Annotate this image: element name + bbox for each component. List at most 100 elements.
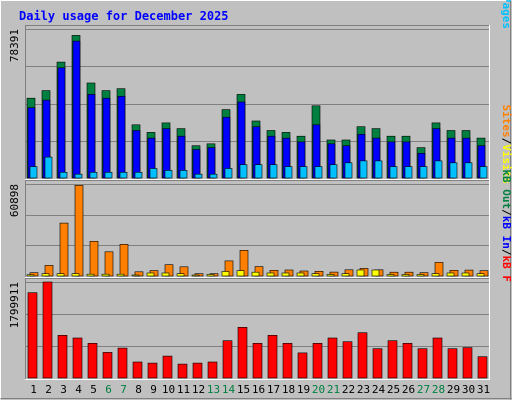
bar-visits-day-26 <box>401 274 410 277</box>
bar-files-day-3 <box>57 67 66 179</box>
bar-files-day-4 <box>72 40 81 179</box>
legend-entry: kB Out <box>500 169 512 209</box>
bar-kb-f-day-26 <box>402 342 413 379</box>
bar-visits-day-18 <box>281 272 290 277</box>
bar-kb-f-day-9 <box>147 362 158 379</box>
bar-visits-day-12 <box>191 274 200 277</box>
bar-visits-day-1 <box>26 274 35 277</box>
panel-pages-files-hits: 78391 Hits/Files/Pages <box>8 0 512 180</box>
bar-visits-day-15 <box>236 270 245 277</box>
x-tick-label: 20 <box>312 383 325 396</box>
x-tick-label: 10 <box>162 383 175 396</box>
y-max-label: 78391 <box>8 29 21 62</box>
bar-sites-day-7 <box>119 244 129 277</box>
bar-kb-f-day-2 <box>42 281 53 379</box>
x-tick-label: 22 <box>342 383 355 396</box>
bar-kb-f-day-13 <box>207 361 218 379</box>
legend-entry: / <box>500 138 512 145</box>
x-axis-labels: 1 2 3 4 5 6 7 8 9 10 11 12 13 14 15 16 17 18 19 20 21 22 23 24 2… <box>30 383 490 396</box>
panel-legend: kB Out/kB In/kB F <box>500 169 512 282</box>
bar-visits-day-19 <box>296 272 305 277</box>
bar-files-day-5 <box>87 94 96 179</box>
panel-kb: 1799911 kB Out/kB In/kB F <box>8 169 512 380</box>
x-tick-label: 1 <box>30 383 37 396</box>
x-tick-label: 14 <box>222 383 236 396</box>
x-tick-label: 25 <box>387 383 400 396</box>
bar-pages-day-12 <box>194 173 203 179</box>
bar-kb-f-day-19 <box>297 352 308 379</box>
panel-legend: Hits/Files/Pages <box>500 0 512 29</box>
bar-pages-day-20 <box>314 166 323 179</box>
x-tick-label: 28 <box>432 383 445 396</box>
bar-pages-day-28 <box>434 160 443 179</box>
bar-pages-day-9 <box>149 168 158 179</box>
x-tick-label: 4 <box>75 383 82 396</box>
bar-visits-day-30 <box>461 272 470 277</box>
bar-pages-day-6 <box>104 172 113 179</box>
bar-pages-day-7 <box>119 172 128 179</box>
bar-files-day-8 <box>132 130 141 179</box>
bar-kb-f-day-18 <box>282 342 293 379</box>
bar-pages-day-15 <box>239 164 248 179</box>
bar-sites-day-3 <box>59 222 69 277</box>
bar-kb-f-day-16 <box>252 342 263 379</box>
bar-pages-day-21 <box>329 164 338 179</box>
bar-visits-day-20 <box>311 273 320 277</box>
bar-kb-f-day-29 <box>447 348 458 379</box>
bar-kb-f-day-30 <box>462 347 473 379</box>
legend-entry: Pages <box>500 0 512 29</box>
bar-visits-day-17 <box>266 272 275 277</box>
bar-pages-day-14 <box>224 168 233 179</box>
y-max-label: 60898 <box>8 184 21 217</box>
bar-pages-day-24 <box>374 160 383 179</box>
bar-kb-f-day-7 <box>117 347 128 379</box>
bar-kb-f-day-3 <box>57 334 68 379</box>
x-tick-label: 17 <box>267 383 280 396</box>
panels-layer: 78391 Hits/Files/Pages 60898Sites/Visits17… <box>8 0 512 380</box>
bar-visits-day-21 <box>326 274 335 277</box>
bar-pages-day-5 <box>89 172 98 179</box>
x-tick-label: 6 <box>105 383 112 396</box>
bar-sites-day-4 <box>74 185 84 277</box>
y-max-label: 1799911 <box>8 282 21 328</box>
x-tick-label: 23 <box>357 383 370 396</box>
x-tick-label: 9 <box>150 383 157 396</box>
bar-pages-day-13 <box>209 173 218 179</box>
bar-files-day-13 <box>207 147 216 179</box>
bar-visits-day-13 <box>206 274 215 277</box>
bar-kb-f-day-17 <box>267 334 278 379</box>
bar-kb-f-day-1 <box>27 292 38 379</box>
bar-visits-day-3 <box>56 273 65 277</box>
bar-kb-f-day-24 <box>372 348 383 379</box>
bar-kb-f-day-25 <box>387 340 398 379</box>
bar-visits-day-31 <box>476 273 485 277</box>
bar-pages-day-16 <box>254 164 263 179</box>
bar-visits-day-14 <box>221 271 230 277</box>
x-tick-label: 8 <box>135 383 142 396</box>
bar-pages-day-3 <box>59 172 68 179</box>
x-tick-label: 30 <box>462 383 475 396</box>
legend-entry: kB F <box>500 256 512 283</box>
bar-kb-f-day-31 <box>477 356 488 379</box>
bar-kb-f-day-28 <box>432 337 443 379</box>
bar-visits-day-5 <box>86 273 95 277</box>
bar-visits-day-6 <box>101 273 110 277</box>
bar-visits-day-22 <box>341 273 350 277</box>
bar-visits-day-2 <box>41 273 50 277</box>
chart-title: Daily usage for December 2025 <box>19 9 229 23</box>
bar-pages-day-18 <box>284 166 293 179</box>
x-tick-label: 19 <box>297 383 310 396</box>
x-tick-label: 11 <box>177 383 190 396</box>
bar-pages-day-1 <box>29 166 38 179</box>
bar-visits-day-4 <box>71 273 80 277</box>
bar-pages-day-29 <box>449 162 458 179</box>
bar-pages-day-30 <box>464 162 473 179</box>
bar-pages-day-8 <box>134 172 143 179</box>
bar-visits-day-10 <box>161 272 170 277</box>
bar-kb-f-day-27 <box>417 348 428 379</box>
x-tick-label: 7 <box>120 383 127 396</box>
bar-pages-day-19 <box>299 166 308 179</box>
bar-visits-day-28 <box>431 273 440 277</box>
bar-kb-f-day-6 <box>102 352 113 379</box>
